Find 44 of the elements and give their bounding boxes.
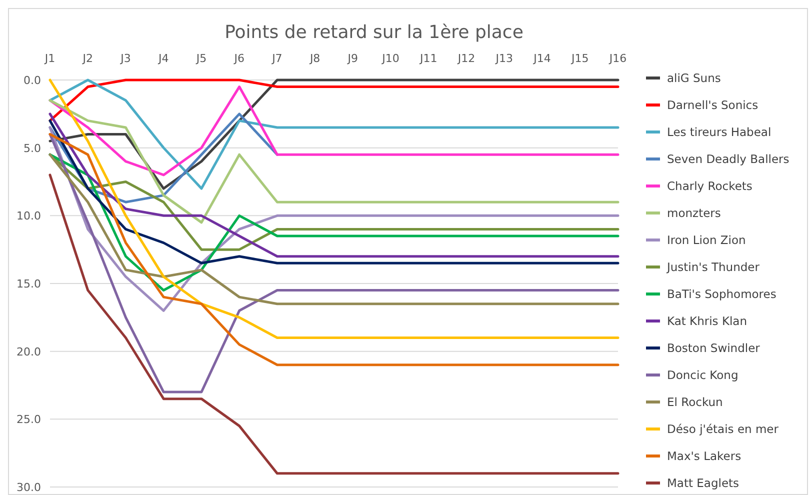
y-tick-label: 0.0 (24, 74, 41, 87)
x-tick-label: J1 (44, 52, 56, 65)
legend-label: Déso j'étais en mer (667, 422, 779, 436)
legend-label: Iron Lion Zion (667, 233, 746, 247)
x-tick-label: J13 (494, 52, 514, 65)
x-tick-label: J2 (82, 52, 93, 65)
x-tick-label: J11 (419, 52, 438, 65)
line-series (48, 99, 620, 224)
x-tick-label: J10 (381, 52, 400, 65)
x-tick-label: J6 (233, 52, 244, 65)
x-tick-label: J12 (456, 52, 476, 65)
x-tick-label: J3 (120, 52, 131, 65)
legend-label: Justin's Thunder (666, 260, 760, 274)
legend-label: Darnell's Sonics (667, 98, 758, 112)
legend-label: monzters (667, 206, 721, 220)
y-tick-label: 20.0 (16, 345, 41, 358)
x-tick-label: J7 (271, 52, 282, 65)
x-tick-label: J8 (308, 52, 320, 65)
legend-label: BaTi's Sophomores (667, 287, 776, 301)
legend-label: Kat Khris Klan (667, 314, 748, 328)
y-tick-label: 15.0 (16, 278, 41, 290)
legend-label: Les tireurs Habeal (667, 125, 772, 139)
x-tick-label: J4 (157, 52, 169, 65)
legend-label: Seven Deadly Ballers (667, 152, 790, 166)
legend-label: Boston Swindler (667, 341, 760, 355)
line-series (48, 174, 620, 475)
y-tick-label: 30.0 (16, 481, 41, 494)
line-series (48, 78, 620, 340)
x-tick-label: J15 (570, 52, 589, 65)
x-tick-label: J9 (346, 52, 358, 65)
legend-label: Doncic Kong (667, 368, 738, 382)
y-tick-label: 10.0 (16, 210, 41, 223)
y-tick-label: 5.0 (24, 142, 41, 155)
legend-label: aliG Suns (667, 71, 721, 85)
legend-label: Matt Eaglets (667, 476, 740, 490)
x-tick-label: J16 (608, 52, 627, 65)
x-tick-label: J5 (195, 52, 207, 65)
chart-title: Points de retard sur la 1ère place (224, 22, 524, 43)
y-tick-label: 25.0 (16, 413, 41, 426)
legend-label: Max's Lakers (667, 449, 742, 463)
legend-label: El Rockun (667, 395, 723, 409)
legend-label: Charly Rockets (667, 179, 752, 193)
x-tick-label: J14 (532, 52, 551, 65)
line-series (48, 86, 620, 176)
